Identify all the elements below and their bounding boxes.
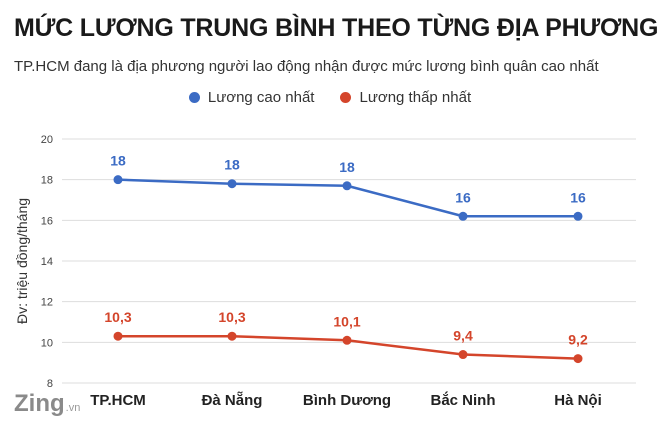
legend-item-high: Lương cao nhất [188, 89, 315, 106]
data-point-1 [342, 335, 352, 345]
data-label-1: 10,1 [333, 313, 360, 329]
data-label-0: 18 [339, 159, 355, 175]
data-label-0: 16 [455, 189, 471, 205]
logo-suffix: .vn [65, 402, 81, 414]
x-tick-label: Bắc Ninh [430, 391, 495, 409]
zing-logo: Zing.vn [14, 390, 80, 418]
y-tick-label: 10 [41, 337, 53, 349]
y-tick-label: 12 [41, 297, 53, 309]
legend: Lương cao nhất Lương thấp nhất [0, 89, 660, 106]
data-point-1 [573, 354, 583, 364]
data-label-0: 16 [570, 189, 586, 205]
legend-marker-high [188, 92, 200, 103]
legend-item-low: Lương thấp nhất [340, 89, 471, 106]
legend-label-high: Lương cao nhất [207, 89, 315, 106]
x-tick-label: Hà Nội [554, 392, 602, 409]
data-point-1 [458, 350, 468, 360]
data-point-0 [573, 211, 583, 221]
data-label-0: 18 [110, 153, 126, 169]
y-tick-label: 16 [41, 215, 53, 227]
data-point-1 [113, 331, 123, 341]
data-label-1: 9,2 [568, 332, 588, 348]
data-point-0 [458, 211, 468, 221]
y-tick-label: 18 [41, 175, 53, 187]
legend-marker-low [340, 92, 352, 103]
chart-subtitle: TP.HCM đang là địa phương người lao động… [14, 58, 599, 75]
y-tick-label: 8 [47, 378, 53, 390]
x-tick-label: Đà Nẵng [202, 392, 263, 409]
data-label-1: 10,3 [104, 309, 131, 325]
y-tick-label: 14 [41, 256, 53, 268]
legend-label-low: Lương thấp nhất [359, 89, 472, 106]
y-tick-label: 20 [41, 134, 53, 146]
logo-text: Zing [14, 390, 65, 417]
x-tick-label: Bình Dương [303, 392, 391, 409]
data-point-0 [227, 179, 237, 189]
data-label-0: 18 [224, 157, 240, 173]
data-label-1: 10,3 [218, 309, 245, 325]
y-axis-label: Đv: triệu đồng/tháng [14, 198, 30, 324]
data-label-1: 9,4 [453, 328, 473, 344]
data-point-1 [227, 331, 237, 341]
data-point-0 [113, 175, 123, 185]
data-point-0 [342, 181, 352, 191]
x-tick-label: TP.HCM [90, 392, 146, 409]
chart-title: MỨC LƯƠNG TRUNG BÌNH THEO TỪNG ĐỊA PHƯƠN… [14, 14, 659, 42]
